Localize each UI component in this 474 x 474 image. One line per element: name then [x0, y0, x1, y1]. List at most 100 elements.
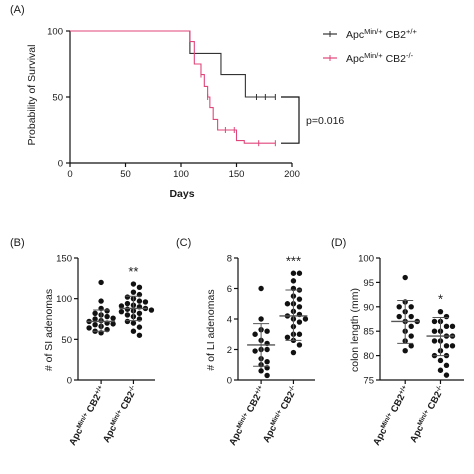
y-tick-label: 80	[363, 351, 374, 362]
data-point	[136, 310, 143, 317]
data-point	[396, 304, 402, 310]
survival-x-label: Days	[169, 188, 194, 200]
data-point	[437, 357, 444, 364]
data-point	[92, 321, 98, 328]
data-point	[124, 318, 131, 325]
li-y-label: # of LI adenomas	[205, 289, 217, 370]
data-point	[98, 279, 104, 286]
data-point	[92, 310, 98, 317]
data-point	[302, 316, 309, 322]
data-point	[130, 328, 137, 334]
p-value-label: p=0.016	[306, 115, 344, 127]
data-point	[142, 299, 149, 305]
data-point	[264, 359, 270, 365]
group-label: ApcMin/+ CB2-/-	[101, 384, 141, 445]
data-point	[408, 343, 414, 349]
data-point	[284, 301, 291, 307]
panel-label-d: (D)	[331, 237, 346, 249]
survival-y-label: Probability of Survival	[26, 45, 38, 146]
data-point	[258, 368, 264, 374]
data-point	[408, 323, 414, 330]
survival-x-tick-label: 150	[229, 169, 245, 180]
y-tick-label: 6	[227, 284, 232, 295]
data-point	[431, 338, 438, 344]
data-point	[124, 294, 131, 300]
group-label: ApcMin/+ CB2+/+	[371, 384, 412, 448]
data-point	[264, 328, 270, 334]
survival-y-tick-label: 100	[47, 27, 63, 38]
data-point	[408, 313, 414, 320]
data-point	[252, 348, 258, 354]
data-point	[264, 346, 270, 353]
data-point	[124, 312, 131, 318]
data-point	[449, 343, 456, 349]
data-point	[437, 308, 444, 315]
panel-label-b: (B)	[10, 237, 25, 249]
data-point	[290, 270, 297, 276]
group-label: ApcMin/+ CB2-/-	[408, 384, 448, 445]
data-point	[296, 331, 303, 337]
data-point	[130, 289, 137, 295]
data-point	[296, 270, 303, 276]
y-tick-label: 100	[358, 254, 374, 265]
survival-x-tick-label: 100	[173, 169, 189, 180]
data-point	[98, 298, 104, 304]
group-label: ApcMin/+ CB2-/-	[261, 384, 301, 445]
data-point	[290, 349, 297, 356]
survival-x-tick-label: 0	[67, 169, 72, 180]
data-point	[431, 318, 438, 325]
si-y-label: # of SI adenomas	[43, 289, 55, 371]
survival-x-tick-label: 200	[284, 169, 300, 180]
legend-label-ko: ApcMin/+ CB2-/-	[346, 51, 414, 66]
data-point	[431, 328, 438, 334]
data-point	[118, 303, 125, 309]
y-tick-label: 100	[56, 294, 72, 305]
data-point	[443, 313, 450, 320]
data-point	[130, 320, 137, 326]
significance-marker: **	[128, 264, 138, 279]
data-point	[124, 300, 131, 307]
data-point	[296, 304, 303, 310]
data-point	[290, 278, 297, 284]
survival-curve-wt	[70, 30, 276, 98]
survival-y-tick-label: 0	[58, 159, 63, 170]
y-tick-label: 8	[227, 254, 232, 265]
data-point	[284, 334, 291, 340]
y-tick-label: 50	[61, 335, 72, 346]
data-point	[148, 307, 155, 313]
data-point	[136, 298, 143, 304]
y-tick-label: 0	[227, 376, 232, 387]
y-tick-label: 85	[363, 327, 374, 338]
y-tick-label: 150	[56, 254, 72, 265]
y-tick-label: 95	[363, 278, 374, 289]
panel-label-c: (C)	[176, 237, 191, 249]
data-point	[443, 343, 450, 349]
survival-curve-ko	[70, 30, 276, 144]
data-point	[258, 316, 264, 322]
data-point	[264, 372, 270, 379]
y-tick-label: 75	[363, 376, 374, 387]
data-point	[124, 306, 131, 312]
data-point	[296, 319, 303, 325]
survival-y-tick-label: 50	[52, 93, 63, 104]
data-point	[396, 313, 402, 320]
data-point	[449, 323, 456, 330]
significance-marker: *	[438, 292, 443, 307]
panel-label-a: (A)	[10, 4, 25, 16]
survival-panel: (A) Probability of Survival Days ApcMin/…	[10, 4, 417, 200]
data-point	[258, 285, 264, 292]
data-point	[130, 281, 137, 287]
data-point	[443, 323, 450, 330]
data-point	[296, 342, 303, 348]
data-point	[92, 316, 98, 322]
legend-label-wt: ApcMin/+ CB2+/+	[346, 27, 417, 42]
data-point	[136, 324, 143, 330]
data-point	[408, 304, 414, 310]
survival-legend: ApcMin/+ CB2+/+ ApcMin/+ CB2-/-	[323, 27, 417, 66]
y-tick-label: 4	[227, 315, 232, 326]
data-point	[443, 362, 450, 369]
data-point	[408, 333, 414, 339]
